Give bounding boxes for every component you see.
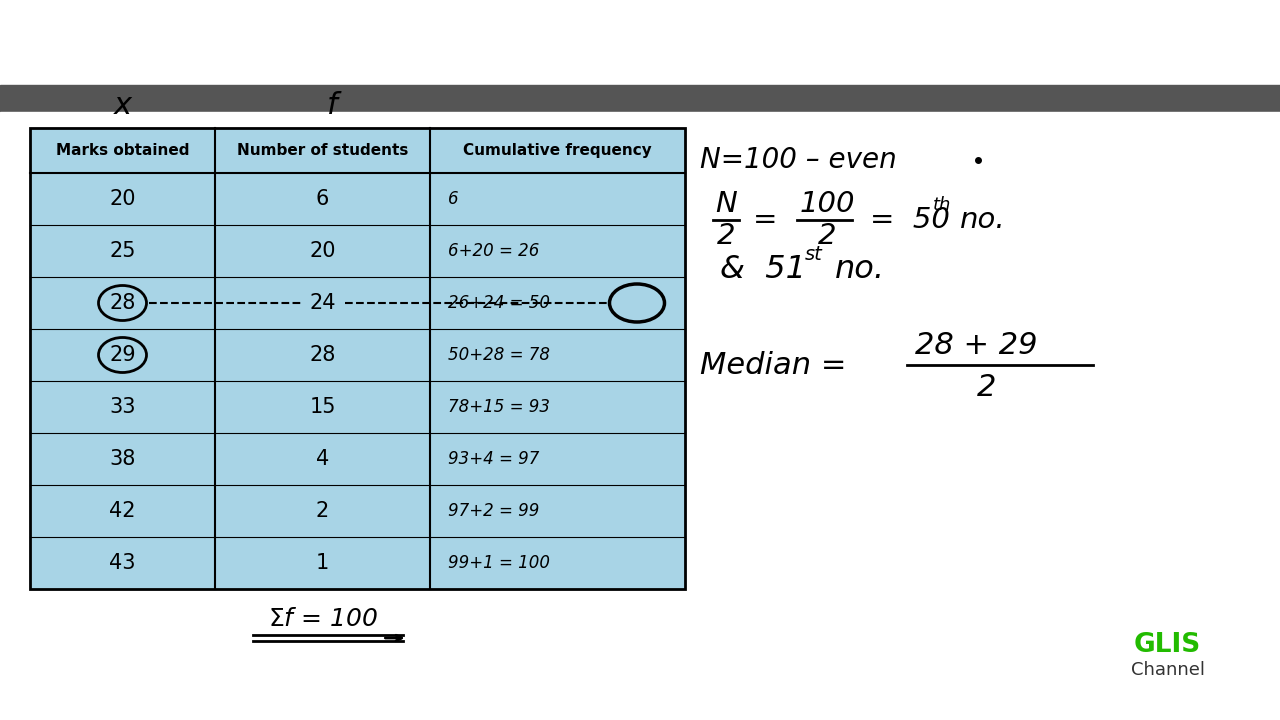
- Text: 50+28 = 78: 50+28 = 78: [448, 346, 550, 364]
- Text: 97+2 = 99: 97+2 = 99: [448, 502, 539, 520]
- Text: N: N: [716, 190, 737, 218]
- Text: Channel: Channel: [1130, 661, 1204, 679]
- Text: 38: 38: [109, 449, 136, 469]
- Text: x: x: [114, 91, 132, 120]
- Text: Median =: Median =: [700, 351, 846, 379]
- Text: 25: 25: [109, 241, 136, 261]
- Text: 2: 2: [316, 501, 329, 521]
- Text: 43: 43: [109, 553, 136, 573]
- Text: 2: 2: [717, 222, 736, 250]
- Text: 78+15 = 93: 78+15 = 93: [448, 398, 550, 416]
- Text: no.: no.: [835, 254, 884, 286]
- Text: 2: 2: [977, 372, 996, 402]
- Bar: [0, 0, 1280, 85]
- Text: 6: 6: [316, 189, 329, 209]
- Text: 26+24 = 50: 26+24 = 50: [448, 294, 550, 312]
- Text: 100: 100: [800, 190, 855, 218]
- Text: 20: 20: [109, 189, 136, 209]
- Text: st: st: [805, 245, 823, 264]
- Text: 99+1 = 100: 99+1 = 100: [448, 554, 550, 572]
- Bar: [29, 128, 685, 589]
- Text: $\Sigma f$ = 100: $\Sigma f$ = 100: [268, 607, 378, 631]
- Text: 29: 29: [109, 345, 136, 365]
- Text: 93+4 = 97: 93+4 = 97: [448, 450, 539, 468]
- Text: 6: 6: [448, 190, 458, 208]
- Text: 6+20 = 26: 6+20 = 26: [448, 242, 539, 260]
- Text: 42: 42: [109, 501, 136, 521]
- Text: 24: 24: [310, 293, 335, 313]
- Text: 28 + 29: 28 + 29: [915, 331, 1038, 361]
- Bar: [29, 128, 685, 589]
- Text: Cumulative frequency: Cumulative frequency: [463, 143, 652, 158]
- Text: 33: 33: [109, 397, 136, 417]
- Text: =  50: = 50: [870, 206, 950, 234]
- Text: 28: 28: [310, 345, 335, 365]
- Text: 2: 2: [818, 222, 837, 250]
- Text: Number of students: Number of students: [237, 143, 408, 158]
- Text: &  51: & 51: [719, 254, 806, 286]
- Text: th: th: [933, 196, 951, 214]
- Bar: [0, 112, 1280, 720]
- Bar: [1080, 618, 1254, 690]
- Text: no.: no.: [960, 206, 1006, 234]
- Text: 28: 28: [109, 293, 136, 313]
- Text: Marks obtained: Marks obtained: [56, 143, 189, 158]
- Text: =: =: [753, 206, 777, 234]
- Text: 15: 15: [310, 397, 335, 417]
- Text: GLIS: GLIS: [1134, 632, 1201, 658]
- Text: 1: 1: [316, 553, 329, 573]
- Text: N=100 – even: N=100 – even: [700, 146, 897, 174]
- Text: f: f: [328, 91, 338, 120]
- Bar: [0, 85, 1280, 112]
- Text: 4: 4: [316, 449, 329, 469]
- Text: 20: 20: [310, 241, 335, 261]
